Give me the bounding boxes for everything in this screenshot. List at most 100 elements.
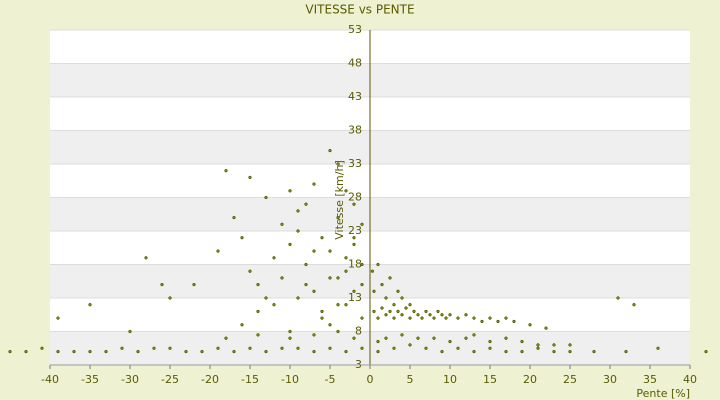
- point: [480, 319, 484, 324]
- y-tick-label: 53: [348, 23, 362, 36]
- point: [372, 289, 376, 293]
- point: [544, 326, 548, 330]
- y-tick-label: 38: [348, 124, 362, 137]
- point: [320, 316, 324, 320]
- point: [8, 349, 12, 354]
- point: [552, 349, 556, 354]
- point: [336, 215, 340, 220]
- y-axis-label: Vitesse [km/h]: [333, 160, 346, 240]
- point: [304, 202, 308, 206]
- point: [256, 333, 260, 337]
- point: [656, 346, 660, 350]
- y-tick-label: 28: [348, 191, 362, 204]
- point: [392, 346, 396, 350]
- point: [488, 346, 492, 350]
- point: [328, 276, 332, 280]
- point: [328, 249, 332, 253]
- point: [360, 346, 364, 350]
- x-tick-label: -5: [325, 373, 336, 386]
- point: [472, 333, 476, 337]
- point: [568, 343, 572, 347]
- y-tick-label: 8: [355, 325, 362, 338]
- y-tick-label: 13: [348, 291, 362, 304]
- y-tick-label: 18: [348, 258, 362, 271]
- point: [392, 316, 396, 320]
- x-tick-label: -40: [41, 373, 59, 386]
- point: [352, 202, 356, 206]
- point: [304, 282, 308, 287]
- point: [168, 296, 172, 300]
- x-tick-label: 40: [683, 373, 697, 386]
- point: [240, 323, 244, 327]
- point: [328, 148, 332, 153]
- point: [40, 346, 44, 350]
- point: [216, 346, 220, 350]
- point: [504, 336, 508, 340]
- point: [416, 313, 420, 317]
- point: [264, 296, 268, 300]
- point: [388, 276, 392, 280]
- point: [344, 189, 348, 193]
- point: [360, 316, 364, 320]
- point: [472, 349, 476, 354]
- point: [372, 309, 376, 314]
- point: [384, 336, 388, 340]
- point: [400, 296, 404, 300]
- point: [304, 262, 308, 267]
- point: [408, 316, 412, 320]
- point: [344, 256, 348, 260]
- point: [264, 349, 268, 354]
- point: [360, 222, 364, 226]
- point: [440, 349, 444, 354]
- point: [296, 209, 300, 213]
- point: [352, 336, 356, 340]
- point: [376, 349, 380, 354]
- point: [224, 169, 228, 173]
- point: [152, 346, 156, 350]
- point: [312, 182, 316, 186]
- point: [504, 316, 508, 320]
- point: [432, 316, 436, 320]
- point: [448, 339, 452, 344]
- point: [256, 309, 260, 314]
- point: [288, 242, 292, 247]
- point: [312, 349, 316, 354]
- point: [420, 316, 424, 320]
- point: [216, 249, 220, 253]
- point: [412, 309, 416, 314]
- point: [344, 303, 348, 307]
- point: [552, 343, 556, 347]
- point: [224, 336, 228, 340]
- point: [248, 175, 252, 180]
- point: [392, 303, 396, 307]
- point: [264, 195, 268, 200]
- point: [624, 349, 628, 354]
- point: [416, 336, 420, 340]
- x-tick-label: 5: [407, 373, 414, 386]
- point: [472, 316, 476, 320]
- point: [88, 349, 92, 354]
- point: [280, 276, 284, 280]
- point: [136, 349, 140, 354]
- point: [168, 346, 172, 350]
- point: [376, 339, 380, 344]
- x-tick-label: -35: [81, 373, 99, 386]
- x-tick-label: -30: [121, 373, 139, 386]
- point: [464, 313, 468, 317]
- point: [200, 349, 204, 354]
- point: [704, 349, 708, 354]
- point: [536, 346, 540, 350]
- x-tick-label: -10: [281, 373, 299, 386]
- point: [388, 309, 392, 314]
- point: [72, 349, 76, 354]
- point: [428, 313, 432, 317]
- x-tick-label: 10: [443, 373, 457, 386]
- point: [616, 296, 620, 300]
- point: [56, 316, 60, 320]
- x-tick-label: 35: [643, 373, 657, 386]
- point: [344, 349, 348, 354]
- point: [56, 349, 60, 354]
- point: [288, 329, 292, 334]
- point: [436, 309, 440, 314]
- y-tick-label: 23: [348, 224, 362, 237]
